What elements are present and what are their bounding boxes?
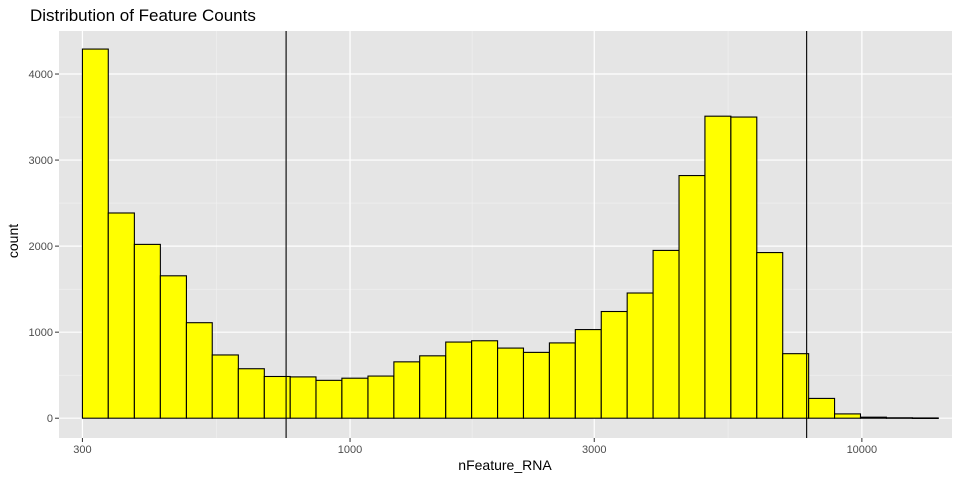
x-tick-label: 10000 [847,444,878,456]
histogram-bar [497,347,525,419]
histogram-bar [237,368,265,419]
histogram-bar [159,275,187,419]
histogram-bar [859,416,887,419]
histogram-bar [367,375,395,419]
x-tick-label: 1000 [338,444,362,456]
y-tick-label: 4000 [29,69,53,81]
x-axis-ticks: 300 1000 3000 10000 [73,438,877,456]
y-tick-label: 2000 [29,241,53,253]
threshold-lines [285,31,808,438]
histogram-bar [133,243,161,419]
histogram-bar [107,212,135,419]
histogram-bar [756,252,784,419]
histogram-bar [574,329,602,419]
chart-title: Distribution of Feature Counts [30,6,256,25]
y-tick-label: 1000 [29,327,53,339]
histogram-bar [211,354,239,419]
y-tick-label: 3000 [29,155,53,167]
histogram-bar [704,115,732,419]
histogram-bar [808,397,836,419]
histogram-bar [626,292,654,419]
histogram-bar [185,322,213,419]
x-tick-label: 3000 [582,444,606,456]
histogram-bar [315,379,343,419]
y-axis-ticks: 0 1000 2000 3000 4000 [29,69,59,425]
histogram-bar [471,340,499,419]
histogram-bar [522,351,550,419]
y-tick-label: 0 [47,413,53,425]
histogram-bar [419,355,447,419]
histogram-bar [911,417,939,420]
histogram-bar [730,116,758,419]
histogram-bar [782,353,810,419]
histogram-bar [678,175,706,419]
histogram-bar [341,377,369,419]
histogram-bar [885,417,913,419]
x-tick-label: 300 [73,444,91,456]
histogram-bar [834,413,862,419]
y-axis-title: count [5,224,21,258]
histogram-bar [445,341,473,419]
histogram-bar [548,342,576,419]
histogram-bar [652,249,680,419]
histogram-bar [289,376,317,419]
histogram-bar [600,310,628,419]
x-axis-title: nFeature_RNA [458,457,552,473]
histogram-bar [393,361,421,419]
histogram-bars [81,48,939,420]
histogram-bar [81,48,109,419]
